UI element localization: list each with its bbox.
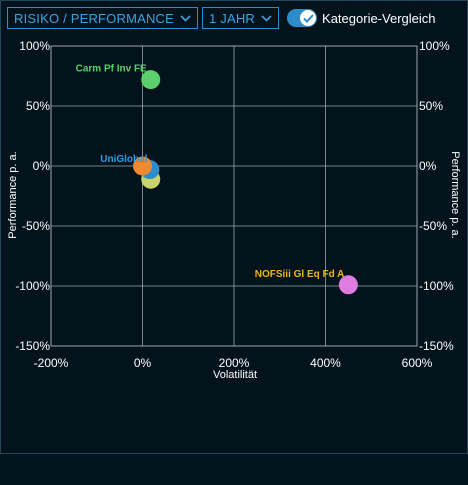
y-tick-label-right: 0% xyxy=(419,159,437,173)
chart-toolbar: RISIKO / PERFORMANCE 1 JAHR Kategorie-Ve… xyxy=(7,6,436,30)
y-tick-label-left: 50% xyxy=(26,99,50,113)
toggle-knob xyxy=(300,10,317,26)
chevron-down-icon xyxy=(180,14,191,22)
view-select[interactable]: RISIKO / PERFORMANCE xyxy=(7,7,199,29)
point-label: Carm Pf Inv FE xyxy=(76,64,147,75)
tick-labels: -200% 0% 200% 400% 600% 100% 100% 50% 50% 0% 0% -50… xyxy=(15,39,454,370)
y-tick-label-right: 50% xyxy=(419,99,443,113)
y-tick-label-left: 0% xyxy=(33,159,51,173)
category-compare-label: Kategorie-Vergleich xyxy=(322,10,436,26)
y-tick-label-left: -50% xyxy=(22,219,50,233)
point-label: NOFSiii Gl Eq Fd A xyxy=(255,269,345,280)
point-label: UniGlobal xyxy=(100,154,147,165)
x-axis-label: Volatilität xyxy=(213,369,257,381)
y-tick-label-left: 100% xyxy=(19,39,50,53)
x-tick-label: 400% xyxy=(310,356,341,370)
scatter-point[interactable] xyxy=(141,70,161,90)
y-axis-label-left: Performance p. a. xyxy=(7,151,19,238)
scatter-chart: -200% 0% 200% 400% 600% 100% 100% 50% 50% 0% 0% -50… xyxy=(7,39,461,381)
y-tick-label-right: -100% xyxy=(419,279,454,293)
scatter-point[interactable] xyxy=(133,156,152,176)
bottom-bar xyxy=(0,454,468,485)
chevron-down-icon xyxy=(261,14,272,22)
y-tick-label-right: -150% xyxy=(419,339,454,353)
x-tick-label: 0% xyxy=(134,356,152,370)
view-select-label: RISIKO / PERFORMANCE xyxy=(14,10,175,26)
grid xyxy=(50,45,418,347)
x-tick-label: 600% xyxy=(402,356,433,370)
check-icon xyxy=(302,13,314,23)
data-points: Carm Pf Inv FE UniGlobal NOFSiii Gl Eq Fd … xyxy=(76,64,358,295)
y-axis-label-right: Performance p. a. xyxy=(449,151,461,238)
y-tick-label-left: -100% xyxy=(15,279,50,293)
x-tick-label: 200% xyxy=(219,356,250,370)
y-tick-label-right: -50% xyxy=(419,219,447,233)
x-tick-label: -200% xyxy=(34,356,69,370)
y-tick-label-right: 100% xyxy=(419,39,450,53)
period-select[interactable]: 1 JAHR xyxy=(202,7,280,29)
category-compare-toggle-wrap: Kategorie-Vergleich xyxy=(287,9,436,27)
y-tick-label-left: -150% xyxy=(15,339,50,353)
period-select-label: 1 JAHR xyxy=(209,10,256,26)
scatter-point[interactable] xyxy=(338,275,358,295)
category-compare-toggle[interactable] xyxy=(287,9,318,27)
